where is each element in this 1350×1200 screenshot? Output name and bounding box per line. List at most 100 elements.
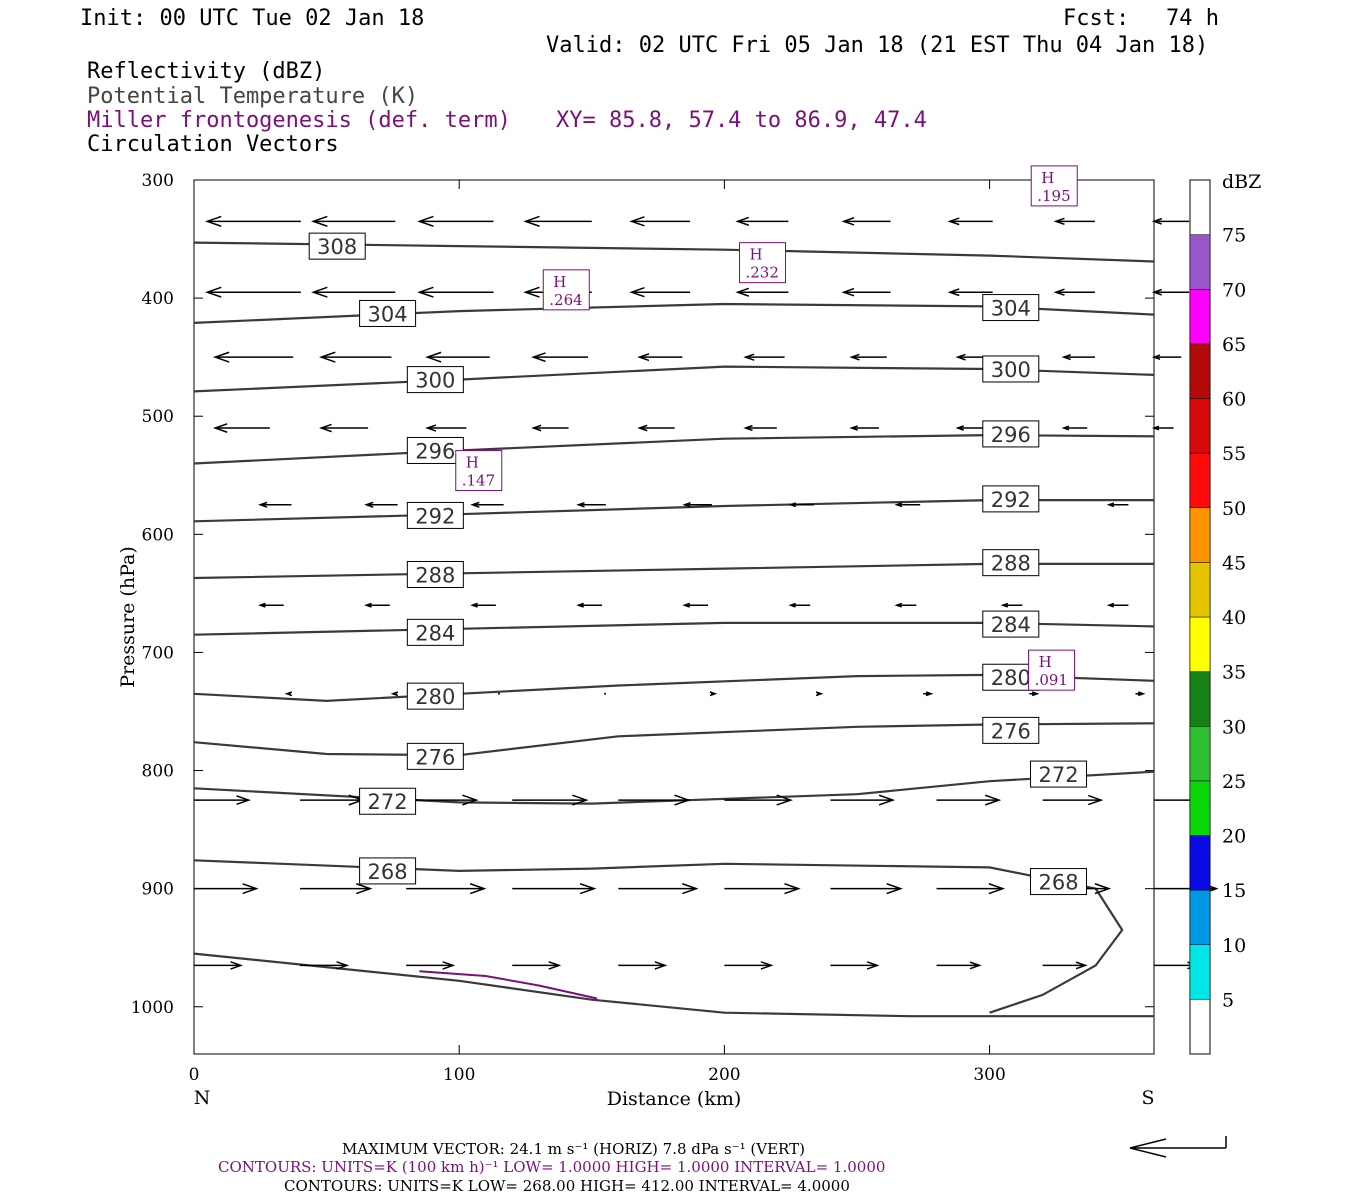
valid-time: Valid: 02 UTC Fri 05 Jan 18 (21 EST Thu … [546,33,1208,58]
theta-label: 300 [415,369,455,393]
circulation-vector [531,352,589,363]
colorbar-swatch [1189,562,1211,618]
colorbar-level: 40 [1222,607,1246,629]
circulation-vector [1151,425,1174,431]
circulation-vector [470,602,496,608]
y-tick-label: 500 [142,407,174,427]
circulation-vector [849,353,887,361]
circulation-vector [743,424,777,432]
theta-label-box [406,682,464,710]
theta-label: 268 [1038,871,1078,895]
colorbar-level: 45 [1222,552,1246,574]
theta-label: 288 [415,563,455,587]
theta-label: 292 [991,488,1031,512]
xy-endpoints: XY= 85.8, 57.4 to 86.9, 47.4 [556,108,927,133]
fcst-value: 74 h [1166,6,1219,31]
circulation-vector [284,691,293,697]
frontogenesis-max-value: .195 [1037,187,1070,205]
circulation-vector [523,215,592,227]
circulation-vector [849,425,879,431]
circulation-vector [894,602,917,608]
frontogenesis-max-value: .147 [462,472,495,490]
circulation-vector [629,286,691,298]
x-tick-label: 100 [443,1065,475,1085]
circulation-vector [576,602,602,608]
colorbar-level: 50 [1222,498,1246,520]
colorbar-swatch [1189,835,1211,891]
circulation-vector [319,351,392,363]
circulation-vector [1106,602,1129,608]
circulation-vector [629,216,691,227]
circulation-vector [743,353,785,361]
colorbar-level: 25 [1222,771,1246,793]
circulation-vector [531,424,569,432]
frontogenesis-max: H.091 [1028,649,1076,691]
circulation-vector [311,215,396,227]
theta-label-box [982,610,1040,638]
circulation-vector [470,501,504,508]
theta-contour-272 [193,770,1155,805]
frontogenesis-max-box [455,450,503,492]
reference-vector [1129,1136,1227,1158]
plot-frame [193,179,1155,1055]
x-tick-label: 300 [973,1065,1005,1085]
frontogenesis-max-symbol: H [750,246,763,264]
theta-label: 280 [991,666,1031,690]
theta-label-box [406,436,464,464]
circulation-vector [425,351,490,363]
circulation-vector [406,883,487,895]
theta-label-box [359,787,417,815]
circulation-vector [406,794,479,806]
colorbar-swatch [1189,944,1211,1000]
theta-label: 272 [1038,763,1078,787]
theta-contour-308 [193,241,1155,263]
field-circulation: Circulation Vectors [87,132,339,157]
frontogenesis-max-symbol: H [1039,653,1052,671]
colorbar-swatch [1189,507,1211,563]
circulation-vector [300,883,373,895]
colorbar-swatch [1189,343,1211,399]
colorbar-level: 20 [1222,826,1246,848]
circulation-vector [724,961,774,970]
theta-label-box [406,560,464,588]
theta-label-box [308,232,366,260]
circulation-vector [576,501,606,508]
y-tick-label: 900 [142,880,174,900]
field-theta: Potential Temperature (K) [87,84,418,109]
theta-label: 272 [368,790,408,814]
circulation-vector [300,961,350,970]
axis-ticks: 0 100 200 300 300 400 500 600 700 800 900 1000 [131,171,1154,1085]
circulation-vector [788,602,811,608]
frontogenesis-max: H.264 [542,269,590,311]
circulation-vector [258,602,284,608]
circulation-vector [194,961,244,970]
theta-contour-300 [193,365,1155,393]
theta-label-box [982,549,1040,577]
frontogenesis-contour [419,970,598,1000]
colorbar-level: 10 [1222,935,1246,957]
circulation-vector [1000,602,1023,608]
circulation-vector [682,501,712,508]
frontogenesis-max-value: .232 [746,264,779,282]
theta-labels: 308 304 304 300 300 296 296 292 292 288 288 284 284 2… [308,232,1088,896]
theta-contour-264 [193,952,1154,1018]
circulation-vector [936,794,1002,806]
frontogenesis-contours [419,970,598,1000]
theta-contour-284 [193,621,1155,636]
x-axis-title: Distance (km) [607,1088,742,1110]
circulation-vector [1053,217,1095,226]
theta-label: 268 [368,860,408,884]
circulation-vector [637,353,683,362]
circulation-vector [955,425,986,431]
colorbar-level: 60 [1222,389,1246,411]
colorbar-swatch [1189,780,1211,836]
field-frontogenesis: Miller frontogenesis (def. term) [87,108,511,133]
theta-label: 296 [991,423,1031,447]
y-tick-label: 400 [142,289,174,309]
colorbar-level: 35 [1222,662,1246,684]
frontogenesis-max-value: .091 [1035,671,1068,689]
circulation-vector [724,883,801,895]
circulation-vector [1029,691,1040,697]
